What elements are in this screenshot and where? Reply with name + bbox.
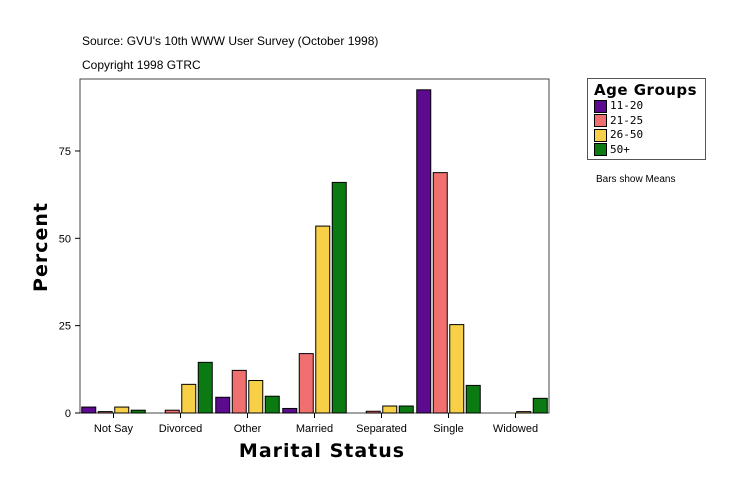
bar-21-25-single [432,172,448,414]
bar-26-50-divorced [181,383,197,414]
legend-swatch [594,114,607,127]
bar-50+-other [264,395,280,414]
bar-11-20-not-say [81,406,97,414]
legend: Age Groups 11-20 21-25 26-50 50+ [587,78,706,160]
bar-21-25-married [298,353,314,414]
legend-item: 11-20 [594,99,643,113]
bar-50+-single [465,384,481,414]
legend-label: 21-25 [610,113,644,127]
x-tick-label: Separated [356,423,407,435]
legend-swatch [594,143,607,156]
legend-label: 26-50 [610,128,644,141]
bar-50+-divorced [197,361,213,414]
y-tick-label: 75 [59,146,71,158]
bar-21-25-separated [365,410,381,414]
legend-label: 50+ [610,142,630,156]
plot-area [79,78,550,414]
y-tick-label: 25 [59,321,71,333]
legend-item: 50+ [594,143,630,157]
bars-note: Bars show Means [596,174,676,185]
bar-11-20-single [416,89,432,414]
bar-50+-separated [398,405,414,414]
bar-11-20-other [215,396,231,414]
x-tick-label: Divorced [159,423,202,435]
y-tick-label: 50 [59,233,71,245]
source-text: Source: GVU's 10th WWW User Survey (Octo… [82,34,379,48]
legend-swatch [594,128,607,142]
bar-26-50-single [449,324,465,414]
legend-item: 26-50 [594,128,643,142]
bar-26-50-married [315,225,331,414]
bar-26-50-separated [382,405,398,414]
bar-50+-not-say [130,409,146,414]
legend-title: Age Groups [594,81,698,99]
x-tick-label: Other [234,423,262,435]
x-tick-label: Not Say [94,423,134,435]
x-tick-label: Married [296,423,333,435]
y-tick-label: 0 [65,408,71,420]
bar-11-20-married [282,407,298,414]
bar-50+-married [331,181,347,414]
y-axis-label: Percent [30,202,52,292]
legend-item: 21-25 [594,114,643,128]
bar-26-50-widowed [516,411,532,414]
bar-50+-widowed [532,397,548,414]
legend-label: 11-20 [610,99,644,112]
x-tick-label: Widowed [493,423,538,435]
bar-21-25-not-say [97,411,113,414]
bar-21-25-other [231,369,247,414]
x-axis-label: Marital Status [239,440,405,462]
legend-swatch [594,99,607,113]
bar-26-50-other [248,380,264,414]
copyright-text: Copyright 1998 GTRC [82,58,201,72]
bar-26-50-not-say [114,406,130,414]
bar-21-25-divorced [164,409,180,414]
x-tick-label: Single [433,423,464,435]
